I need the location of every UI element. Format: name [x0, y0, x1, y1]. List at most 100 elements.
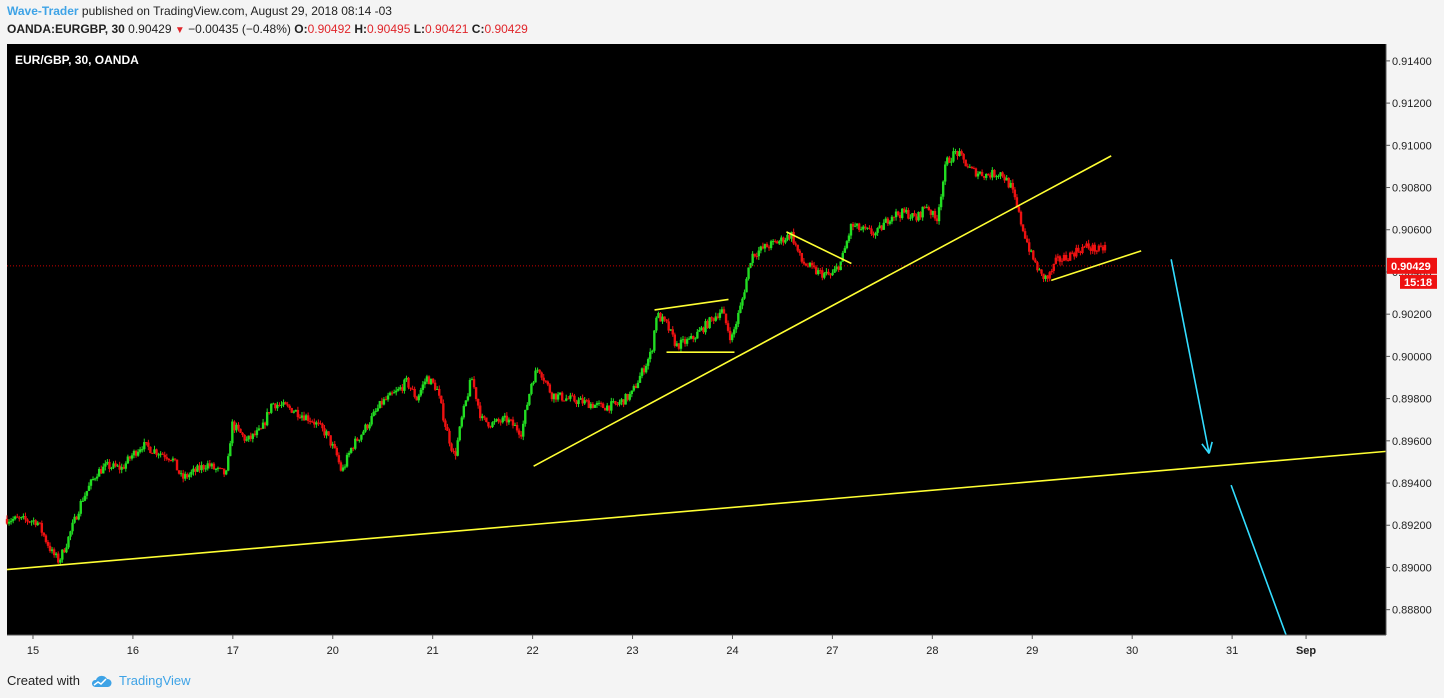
- candle-body: [237, 424, 240, 429]
- candle-body: [1054, 257, 1058, 264]
- candle-body: [954, 151, 957, 153]
- candle-body: [526, 404, 529, 410]
- candle-body: [175, 459, 179, 471]
- candle-body: [837, 266, 840, 270]
- candle-body: [884, 218, 888, 223]
- candle-body: [1089, 248, 1092, 251]
- candle-body: [61, 549, 64, 560]
- candle-body: [181, 473, 185, 479]
- trendline-pennant-top[interactable]: [786, 231, 852, 265]
- candle-body: [485, 417, 488, 423]
- candle-body: [1058, 256, 1062, 262]
- candle-body: [100, 469, 103, 474]
- candle-body: [1075, 247, 1078, 257]
- candle-body: [562, 400, 566, 402]
- candle-body: [171, 458, 175, 461]
- candle-body: [407, 377, 410, 388]
- candle-body: [618, 401, 621, 405]
- candle-body: [210, 463, 214, 467]
- plot-area[interactable]: [7, 44, 1386, 635]
- candle-body: [343, 466, 347, 468]
- candle-body: [511, 419, 515, 426]
- candle-body: [763, 244, 767, 249]
- candle-body: [251, 433, 255, 439]
- candle-body: [730, 334, 734, 341]
- candle-body: [354, 438, 357, 449]
- candle-body: [583, 400, 586, 404]
- tradingview-brand-link[interactable]: TradingView: [119, 673, 191, 688]
- candle-body: [853, 225, 857, 227]
- candle-body: [694, 338, 697, 340]
- candle-body: [169, 460, 173, 462]
- trendline-long-support[interactable]: [6, 450, 1387, 571]
- candle-body: [601, 403, 605, 409]
- candle-body: [315, 422, 318, 425]
- chart-title: EUR/GBP, 30, OANDA: [15, 53, 139, 67]
- candle-body: [28, 521, 31, 523]
- trendline-wedge-bottom[interactable]: [1050, 250, 1142, 282]
- candle-body: [499, 421, 502, 423]
- candle-body: [1091, 244, 1094, 251]
- candle-body: [653, 330, 656, 351]
- candle-body: [93, 478, 97, 480]
- candle-body: [595, 403, 599, 405]
- y-tick-label: 0.89400: [1392, 478, 1432, 490]
- candle-body: [321, 423, 324, 429]
- candle-body: [528, 393, 531, 405]
- candle-body: [925, 207, 928, 209]
- candle-body: [1028, 242, 1031, 252]
- candle-body: [501, 417, 504, 423]
- candle-body: [245, 439, 248, 441]
- candle-body: [1048, 272, 1051, 279]
- candle-body: [16, 516, 19, 518]
- candle-body: [1062, 254, 1066, 261]
- candle-body: [233, 421, 236, 431]
- author-link[interactable]: Wave-Trader: [7, 4, 79, 18]
- candle-body: [345, 454, 349, 467]
- candle-body: [356, 438, 359, 441]
- tradingview-cloud-icon[interactable]: [90, 675, 112, 688]
- candle-body: [368, 424, 371, 429]
- trendline-flag-top[interactable]: [654, 298, 729, 311]
- candle-body: [196, 465, 199, 472]
- publish-info: Wave-Trader published on TradingView.com…: [7, 4, 392, 18]
- candle-body: [524, 409, 527, 424]
- candle-body: [179, 473, 183, 475]
- candle-body: [216, 467, 220, 469]
- candle-body: [91, 478, 95, 480]
- candle-body: [1007, 177, 1010, 188]
- candle-body: [247, 435, 250, 440]
- candle-body: [474, 387, 478, 400]
- down-arrow-2[interactable]: [1230, 484, 1287, 636]
- candle-body: [888, 221, 892, 224]
- candle-body: [1023, 231, 1027, 239]
- candle-body: [542, 377, 545, 381]
- down-triangle-icon: ▼: [174, 25, 185, 36]
- candle-body: [810, 262, 814, 266]
- candle-body: [552, 393, 556, 400]
- candle-body: [479, 405, 482, 419]
- candle-body: [472, 379, 476, 388]
- candle-body: [272, 403, 275, 405]
- candle-body: [48, 545, 52, 552]
- candle-body: [571, 395, 574, 397]
- candle-body: [548, 384, 552, 393]
- candle-body: [337, 455, 341, 463]
- candle-body: [614, 401, 617, 404]
- trendline-rising-support[interactable]: [533, 155, 1112, 467]
- candle-body: [517, 430, 521, 435]
- candle-body: [141, 449, 144, 451]
- candle-body: [978, 171, 982, 174]
- candle-body: [351, 447, 355, 449]
- candle-body: [399, 387, 402, 389]
- down-arrow-1[interactable]: [1170, 259, 1213, 454]
- open-label: O:: [294, 22, 308, 36]
- candle-body: [444, 420, 447, 427]
- candle-body: [673, 334, 677, 346]
- candle-body: [890, 216, 894, 222]
- close-value: 0.90429: [484, 22, 528, 36]
- x-tick-label: 29: [1026, 645, 1038, 657]
- bar-countdown-label: 15:18: [1404, 277, 1432, 289]
- candle-body: [886, 218, 890, 224]
